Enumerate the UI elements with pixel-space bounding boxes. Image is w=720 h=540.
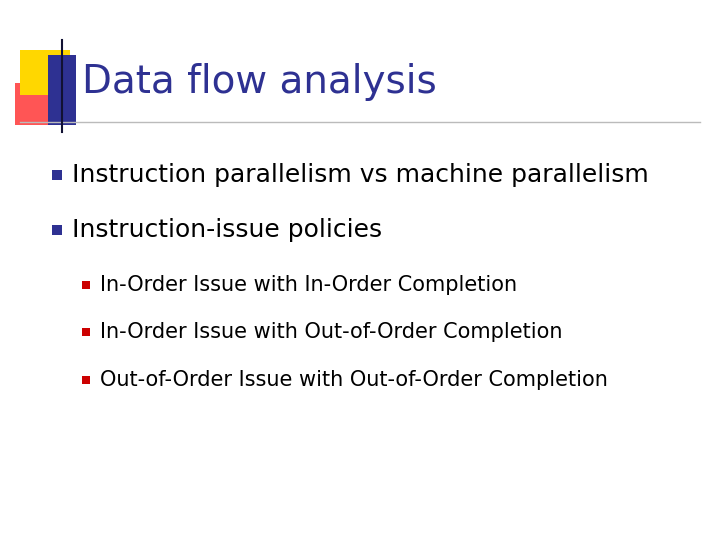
Bar bbox=[52, 170, 62, 180]
Bar bbox=[20, 50, 70, 95]
Text: Instruction parallelism vs machine parallelism: Instruction parallelism vs machine paral… bbox=[72, 163, 649, 187]
Text: In-Order Issue with In-Order Completion: In-Order Issue with In-Order Completion bbox=[100, 275, 517, 295]
Text: Out-of-Order Issue with Out-of-Order Completion: Out-of-Order Issue with Out-of-Order Com… bbox=[100, 370, 608, 390]
Text: In-Order Issue with Out-of-Order Completion: In-Order Issue with Out-of-Order Complet… bbox=[100, 322, 562, 342]
Bar bbox=[82, 376, 90, 384]
Bar bbox=[48, 55, 76, 125]
Bar bbox=[82, 328, 90, 336]
Bar bbox=[52, 225, 62, 235]
Text: Data flow analysis: Data flow analysis bbox=[82, 63, 437, 101]
Text: Instruction-issue policies: Instruction-issue policies bbox=[72, 218, 382, 242]
Bar bbox=[82, 281, 90, 289]
Bar bbox=[15, 83, 60, 125]
